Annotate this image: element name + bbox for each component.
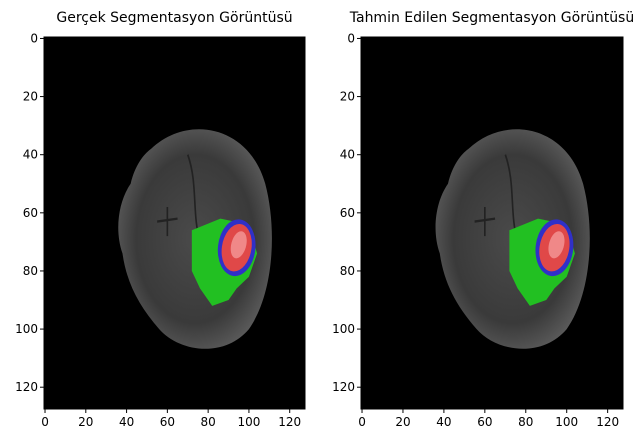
x-tick-label: 20 <box>78 415 93 429</box>
y-tick-label: 120 <box>15 380 38 394</box>
x-tick-label: 0 <box>358 415 366 429</box>
x-tick-label: 40 <box>119 415 134 429</box>
y-tick-label: 120 <box>332 380 355 394</box>
y-tick-label: 60 <box>340 206 355 220</box>
figure: Gerçek Segmentasyon Görüntüsü 0 20 40 60 80 10… <box>0 0 644 437</box>
x-tick-label: 60 <box>160 415 175 429</box>
y-tick-label: 20 <box>340 90 355 104</box>
y-tick-label: 20 <box>23 90 38 104</box>
y-tick-label: 40 <box>340 148 355 162</box>
x-tick-label: 0 <box>41 415 49 429</box>
axes-title: Gerçek Segmentasyon Görüntüsü <box>56 10 292 26</box>
x-tick-label: 80 <box>201 415 216 429</box>
x-tick-label: 80 <box>518 415 533 429</box>
x-tick-label: 120 <box>278 415 301 429</box>
x-tick-label: 60 <box>477 415 492 429</box>
y-tick-label: 100 <box>332 322 355 336</box>
y-tick-label: 40 <box>23 148 38 162</box>
y-tick-label: 100 <box>15 322 38 336</box>
x-tick-label: 100 <box>555 415 578 429</box>
y-tick-label: 80 <box>340 264 355 278</box>
x-tick-label: 40 <box>436 415 451 429</box>
y-tick-label: 0 <box>30 31 38 45</box>
x-tick-label: 20 <box>395 415 410 429</box>
x-tick-label: 100 <box>237 415 260 429</box>
x-tick-label: 120 <box>596 415 619 429</box>
axes-title: Tahmin Edilen Segmentasyon Görüntüsü <box>349 10 634 26</box>
y-tick-label: 60 <box>23 206 38 220</box>
y-tick-label: 80 <box>23 264 38 278</box>
y-tick-label: 0 <box>347 31 355 45</box>
